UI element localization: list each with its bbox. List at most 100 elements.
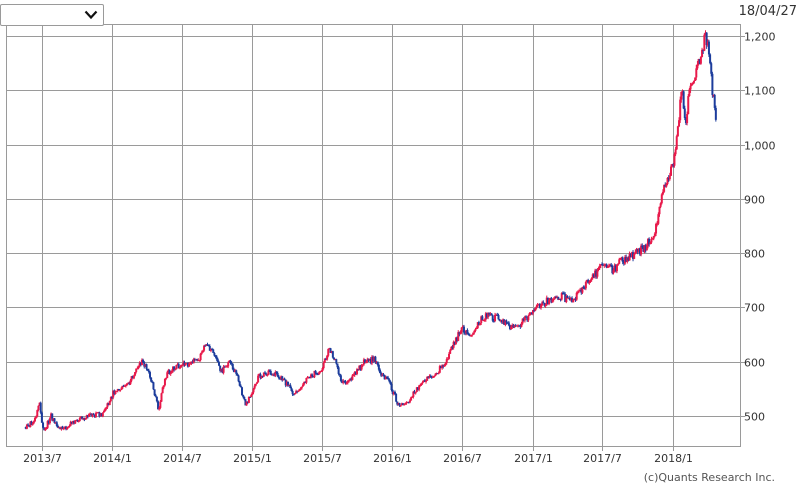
candle-body bbox=[569, 298, 572, 300]
y-tick-label: 1,000 bbox=[744, 140, 776, 153]
y-tick-label: 500 bbox=[744, 411, 765, 424]
candle-body bbox=[251, 392, 254, 396]
candle-body bbox=[335, 359, 338, 364]
candle-body bbox=[482, 319, 485, 321]
candle-body bbox=[183, 362, 186, 366]
candle-body bbox=[177, 364, 180, 369]
candle-body bbox=[398, 403, 401, 406]
candle-body bbox=[705, 32, 708, 46]
candle-body bbox=[68, 425, 71, 427]
candle-body bbox=[76, 420, 79, 422]
candle-body bbox=[201, 350, 204, 353]
candle-body bbox=[449, 350, 452, 354]
candle-body bbox=[25, 424, 28, 429]
candle-body bbox=[500, 320, 503, 323]
candle-body bbox=[350, 378, 353, 380]
candle-body bbox=[235, 370, 238, 374]
candle-body bbox=[534, 308, 537, 311]
candle-body bbox=[709, 54, 712, 64]
candle-body bbox=[650, 238, 653, 243]
candle-body bbox=[594, 270, 597, 277]
candle-body bbox=[599, 264, 602, 266]
candle-body bbox=[704, 32, 707, 35]
candle-body bbox=[655, 223, 658, 234]
candle-body bbox=[291, 390, 294, 395]
candle-body bbox=[253, 385, 256, 389]
candle-body bbox=[525, 316, 528, 318]
candle-body bbox=[531, 310, 534, 314]
candle-body bbox=[598, 265, 601, 268]
candle-body bbox=[163, 378, 166, 386]
candle-body bbox=[473, 330, 476, 333]
candle-body bbox=[415, 387, 418, 392]
candle-body bbox=[713, 94, 716, 108]
x-tick-label: 2017/1 bbox=[514, 452, 553, 465]
candle-body bbox=[536, 305, 539, 307]
candle-body bbox=[259, 374, 262, 378]
candle-body bbox=[376, 361, 379, 365]
candle-body bbox=[515, 325, 518, 327]
candle-body bbox=[666, 177, 669, 184]
candle-body bbox=[150, 377, 153, 382]
candle-body bbox=[610, 264, 613, 266]
x-axis-tick-labels: 2013/7 2014/1 2014/7 2015/1 2015/7 2016/1 2016… bbox=[23, 452, 693, 465]
candle-body bbox=[399, 405, 402, 407]
candle-body bbox=[431, 376, 434, 378]
candle-body bbox=[370, 356, 373, 364]
candle-body bbox=[292, 394, 295, 396]
candle-body bbox=[425, 380, 428, 382]
candle-body bbox=[591, 274, 594, 279]
period-select[interactable] bbox=[0, 4, 104, 26]
candle-body bbox=[487, 312, 490, 318]
candle-body bbox=[65, 426, 68, 430]
candle-body bbox=[362, 359, 365, 365]
candle-body bbox=[98, 412, 101, 417]
candle-body bbox=[430, 376, 433, 378]
candle-body bbox=[535, 306, 538, 309]
candle-body bbox=[176, 364, 179, 366]
candle-body bbox=[540, 305, 543, 308]
candle-body bbox=[676, 126, 679, 137]
candle-body bbox=[58, 427, 61, 429]
candle-body bbox=[476, 322, 479, 328]
candle-body bbox=[607, 266, 610, 268]
candle-body bbox=[63, 426, 66, 429]
candle-body bbox=[533, 310, 536, 312]
candle-body bbox=[556, 296, 559, 298]
x-tick-label: 2014/7 bbox=[163, 452, 202, 465]
candle-body bbox=[178, 367, 181, 369]
candle-body bbox=[331, 351, 334, 358]
candle-body bbox=[97, 412, 100, 414]
candle-body bbox=[78, 417, 81, 421]
candle-body bbox=[680, 91, 683, 100]
candle-body bbox=[488, 312, 491, 315]
candle-body bbox=[445, 359, 448, 364]
candle-body bbox=[93, 414, 96, 418]
candle-body bbox=[320, 370, 323, 372]
candle-body bbox=[282, 378, 285, 381]
candle-body bbox=[707, 41, 710, 55]
candle-body bbox=[391, 390, 394, 394]
candle-body bbox=[521, 318, 524, 324]
candle-body bbox=[652, 235, 655, 239]
candle-body bbox=[364, 359, 367, 364]
candle-body bbox=[443, 365, 446, 367]
candle-body bbox=[544, 304, 547, 306]
candle-body bbox=[453, 341, 456, 345]
candle-body bbox=[195, 359, 198, 361]
candle-body bbox=[698, 59, 701, 64]
candle-body bbox=[232, 369, 235, 373]
candle-body bbox=[480, 316, 483, 324]
candle-body bbox=[436, 373, 439, 375]
candle-body bbox=[360, 365, 363, 370]
candle-body bbox=[520, 323, 523, 327]
candle-body bbox=[91, 413, 94, 417]
candle-body bbox=[43, 427, 46, 431]
candle-body bbox=[157, 401, 160, 410]
candle-body bbox=[144, 364, 147, 367]
candle-body bbox=[216, 359, 219, 363]
candle-body bbox=[287, 381, 290, 386]
candle-body bbox=[237, 375, 240, 382]
candle-body bbox=[429, 375, 432, 377]
candle-body bbox=[688, 89, 691, 97]
